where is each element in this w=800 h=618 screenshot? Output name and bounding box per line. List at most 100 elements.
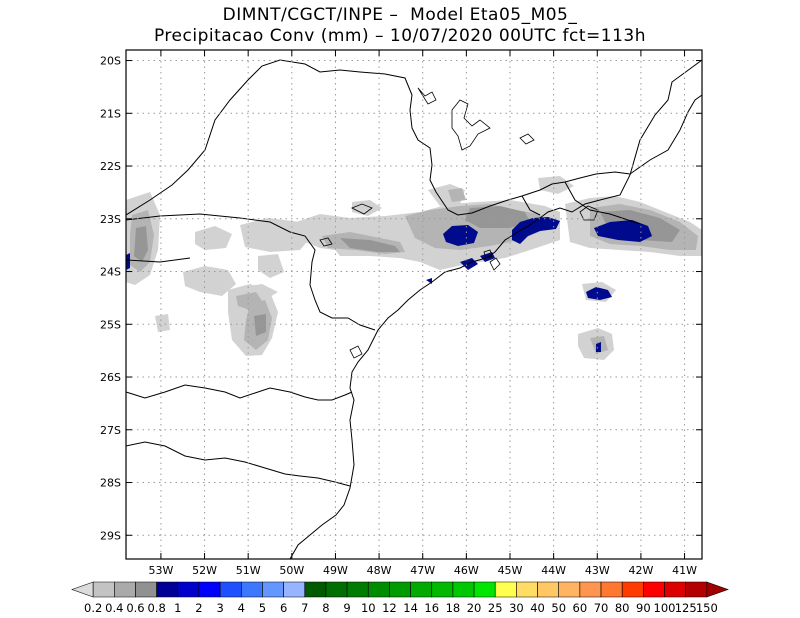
colorbar-label: 0.4 [105,601,123,615]
x-tick-label: 48W [367,564,392,577]
colorbar-swatch [600,581,623,598]
state-border-ms [126,257,191,263]
reservoir-3 [519,133,535,145]
grid-lines [126,50,702,559]
colorbar-label: 100 [654,601,676,615]
y-tick-label: 25S [100,318,121,331]
y-tick-label: 23S [100,213,121,226]
colorbar-swatch [664,581,686,598]
map-title-line2: Precipitacao Conv (mm) – 10/07/2020 00UT… [153,26,647,46]
colorbar-label: 2 [195,601,202,615]
colorbar-label: 20 [467,601,482,615]
colorbar-label: 30 [509,601,524,615]
x-tick-label: 51W [236,564,261,577]
colorbar-swatch [262,581,284,598]
colorbar-label: 4 [238,601,245,615]
colorbar-swatch [198,581,221,598]
colorbar-swatch [516,581,538,598]
precip-light-areas [126,176,702,360]
colorbar-label: 25 [488,601,503,615]
colorbar-swatch [685,581,708,598]
colorbar-label: 40 [530,601,545,615]
x-tick-label: 45W [498,564,523,577]
x-tick-label: 52W [192,564,217,577]
x-tick-label: 41W [672,564,697,577]
state-border-rj-mg [564,181,641,225]
colorbar-swatch [494,581,517,598]
y-tick-label: 26S [100,371,121,384]
x-tick-label: 44W [541,564,566,577]
colorbar-label: 0.8 [147,601,165,615]
y-tick-label: 29S [100,529,121,542]
x-tick-label: 42W [628,564,653,577]
x-tick-label: 46W [454,564,479,577]
colorbar-swatch [71,581,94,598]
bay-guaratuba [349,345,363,359]
colorbar-swatch [240,581,263,598]
colorbar-label: 16 [424,601,439,615]
colorbar-swatch [304,581,327,598]
reservoir-6 [319,237,333,247]
colorbar-swatch [431,581,454,598]
y-tick-label: 28S [100,477,121,490]
colorbar-label: 10 [361,601,376,615]
colorbar-label: 1 [174,601,181,615]
precipitation-field [126,176,702,360]
precip-heavy-areas [126,217,652,352]
colorbar-label: 60 [573,601,588,615]
colorbar-label: 90 [636,601,651,615]
colorbar-label: 5 [259,601,266,615]
state-border-sp-mg [126,59,631,216]
map-frame [125,49,703,560]
reservoir-1 [451,99,491,151]
colorbar-label: 14 [403,601,418,615]
colorbar-swatch [92,581,115,598]
colorbar-label: 80 [615,601,630,615]
island-ilhabela [489,257,501,271]
state-border-sc-rs [126,441,351,487]
colorbar-swatch [114,581,136,598]
state-border-sp-pr [126,213,376,331]
colorbar-label: 0.6 [126,601,144,615]
colorbar-swatch [177,581,200,598]
colorbar-label: 7 [301,601,308,615]
x-tick-label: 47W [410,564,435,577]
state-border-pr-sc [126,384,353,401]
colorbar-swatch [621,581,644,598]
colorbar-swatch [643,581,665,598]
colorbar-swatch [537,581,560,598]
colorbar-label: 9 [343,601,350,615]
colorbar-label: 8 [322,601,329,615]
colorbar: 0.2 0.4 0.6 0.8 1 2 3 4 5 6 7 8 9 10 12 14 16 18 20 25 30 40 5… [71,581,729,615]
state-border-es [629,94,702,175]
reservoir-5 [351,203,373,215]
colorbar-label: 0.2 [84,601,102,615]
map-boundaries [126,59,702,559]
colorbar-swatch [346,581,369,598]
y-tick-label: 22S [100,160,121,173]
colorbar-label: 50 [551,601,566,615]
colorbar-label: 125 [675,601,697,615]
island-sao-sebastiao [483,249,493,259]
colorbar-swatch [367,581,390,598]
state-border-sp-rj [521,195,541,216]
colorbar-label: 12 [382,601,397,615]
colorbar-swatch [283,581,306,598]
colorbar-label: 18 [446,601,461,615]
x-tick-label: 43W [585,564,610,577]
y-tick-label: 20S [100,55,121,68]
colorbar-swatch [219,581,242,598]
x-tick-label: 53W [148,564,173,577]
y-tick-label: 24S [100,266,121,279]
map-title-line1: DIMNT/CGCT/INPE – Model Eta05_M05_ [222,5,578,25]
coastline [289,59,702,559]
x-tick-label: 50W [279,564,304,577]
colorbar-label: 70 [594,601,609,615]
x-tick-label: 49W [323,564,348,577]
colorbar-swatch [325,581,348,598]
y-tick-label: 27S [100,424,121,437]
colorbar-swatch [579,581,602,598]
y-tick-label: 21S [100,107,121,120]
colorbar-label: 6 [280,601,287,615]
